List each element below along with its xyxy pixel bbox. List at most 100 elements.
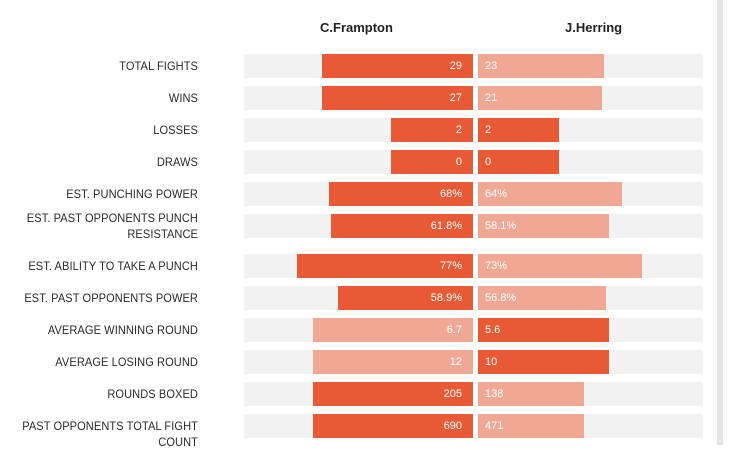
left-bar: 6.7 bbox=[313, 318, 473, 342]
left-bar: 29 bbox=[322, 54, 473, 78]
left-bar: 690 bbox=[313, 414, 473, 438]
right-bar-value: 5.6 bbox=[485, 324, 501, 336]
left-bar: 205 bbox=[313, 382, 473, 406]
right-bar-track: 138 bbox=[478, 382, 703, 406]
left-bar-track: 12 bbox=[244, 350, 473, 374]
right-bar-track: 10 bbox=[478, 350, 703, 374]
right-bar: 23 bbox=[478, 54, 604, 78]
stat-label: PAST OPPONENTS TOTAL FIGHT COUNT bbox=[0, 418, 198, 450]
stat-row: TOTAL FIGHTS 29 23 bbox=[0, 54, 720, 78]
stat-row: LOSSES 2 2 bbox=[0, 118, 720, 142]
right-bar-track: 21 bbox=[478, 86, 703, 110]
stat-label: WINS bbox=[0, 90, 198, 106]
left-bar-value: 61.8% bbox=[430, 220, 462, 232]
left-bar-value: 58.9% bbox=[430, 292, 462, 304]
right-bar-track: 471 bbox=[478, 414, 703, 438]
fighter-left-name: C.Frampton bbox=[320, 20, 393, 35]
right-bar: 10 bbox=[478, 350, 609, 374]
stat-label: ROUNDS BOXED bbox=[0, 386, 198, 402]
right-bar-value: 10 bbox=[485, 356, 498, 368]
left-bar-value: 2 bbox=[455, 124, 462, 136]
left-bar-value: 27 bbox=[449, 92, 462, 104]
right-bar-value: 21 bbox=[485, 92, 498, 104]
stat-label-line: AVERAGE LOSING ROUND bbox=[55, 355, 198, 369]
right-bar-value: 23 bbox=[485, 60, 498, 72]
stat-label: TOTAL FIGHTS bbox=[0, 58, 198, 74]
stat-label: EST. PAST OPPONENTS PUNCH RESISTANCE bbox=[0, 210, 198, 242]
stat-label: EST. PUNCHING POWER bbox=[0, 186, 198, 202]
stat-row: DRAWS 0 0 bbox=[0, 150, 720, 174]
left-bar-value: 77% bbox=[439, 260, 462, 272]
right-bar: 0 bbox=[478, 150, 559, 174]
stat-label: AVERAGE WINNING ROUND bbox=[0, 322, 198, 338]
left-bar-track: 27 bbox=[244, 86, 473, 110]
left-bar: 0 bbox=[391, 150, 473, 174]
stat-label-line: WINS bbox=[168, 91, 198, 105]
right-bar-value: 64% bbox=[485, 188, 508, 200]
stat-label-line: ROUNDS BOXED bbox=[107, 387, 198, 401]
left-bar-track: 77% bbox=[244, 254, 473, 278]
right-bar-value: 471 bbox=[485, 420, 504, 432]
stat-label-line: EST. PAST OPPONENTS POWER bbox=[24, 291, 199, 305]
stat-label-line: EST. PUNCHING POWER bbox=[66, 187, 199, 201]
left-bar: 77% bbox=[297, 254, 473, 278]
scrollbar[interactable] bbox=[717, 0, 723, 445]
left-bar: 27 bbox=[322, 86, 473, 110]
stat-label-line: AVERAGE WINNING ROUND bbox=[47, 323, 198, 337]
left-bar-track: 205 bbox=[244, 382, 473, 406]
stat-label: EST. ABILITY TO TAKE A PUNCH bbox=[0, 258, 198, 274]
right-bar: 73% bbox=[478, 254, 642, 278]
left-bar-track: 61.8% bbox=[244, 214, 473, 238]
right-bar-track: 23 bbox=[478, 54, 703, 78]
stat-row: PAST OPPONENTS TOTAL FIGHT COUNT 690 471 bbox=[0, 414, 720, 449]
right-bar: 138 bbox=[478, 382, 584, 406]
right-bar: 64% bbox=[478, 182, 622, 206]
right-bar-track: 64% bbox=[478, 182, 703, 206]
right-bar-value: 2 bbox=[485, 124, 492, 136]
stat-row: EST. ABILITY TO TAKE A PUNCH 77% 73% bbox=[0, 254, 720, 278]
right-bar: 2 bbox=[478, 118, 559, 142]
left-bar-value: 6.7 bbox=[446, 324, 462, 336]
stat-label-line: EST. PAST OPPONENTS PUNCH bbox=[26, 211, 198, 225]
stat-row: AVERAGE WINNING ROUND 6.7 5.6 bbox=[0, 318, 720, 342]
right-bar-value: 0 bbox=[485, 156, 492, 168]
stat-label: LOSSES bbox=[0, 122, 198, 138]
left-bar-value: 690 bbox=[443, 420, 462, 432]
left-bar-track: 29 bbox=[244, 54, 473, 78]
stat-row: EST. PAST OPPONENTS PUNCH RESISTANCE 61.8%… bbox=[0, 211, 720, 241]
right-bar: 471 bbox=[478, 414, 584, 438]
left-bar-track: 58.9% bbox=[244, 286, 473, 310]
stat-label-line: EST. ABILITY TO TAKE A PUNCH bbox=[28, 259, 199, 273]
right-bar-track: 5.6 bbox=[478, 318, 703, 342]
stat-label: DRAWS bbox=[0, 154, 198, 170]
right-bar: 56.8% bbox=[478, 286, 606, 310]
stat-label-line: DRAWS bbox=[156, 155, 198, 169]
right-bar-track: 0 bbox=[478, 150, 703, 174]
right-bar-track: 2 bbox=[478, 118, 703, 142]
right-bar: 21 bbox=[478, 86, 602, 110]
stat-row: EST. PUNCHING POWER 68% 64% bbox=[0, 182, 720, 206]
stat-row: EST. PAST OPPONENTS POWER 58.9% 56.8% bbox=[0, 286, 720, 310]
right-bar-track: 58.1% bbox=[478, 214, 703, 238]
stat-row: AVERAGE LOSING ROUND 12 10 bbox=[0, 350, 720, 374]
stat-label-line: TOTAL FIGHTS bbox=[119, 59, 198, 73]
stat-label-line: RESISTANCE bbox=[127, 227, 198, 241]
right-bar-value: 73% bbox=[485, 260, 508, 272]
right-bar: 58.1% bbox=[478, 214, 609, 238]
left-bar-track: 68% bbox=[244, 182, 473, 206]
left-bar-track: 690 bbox=[244, 414, 473, 438]
left-bar-value: 68% bbox=[439, 188, 462, 200]
stat-label: EST. PAST OPPONENTS POWER bbox=[0, 290, 198, 306]
right-bar-value: 58.1% bbox=[485, 220, 517, 232]
stat-label-line: PAST OPPONENTS TOTAL FIGHT COUNT bbox=[22, 419, 199, 449]
right-bar: 5.6 bbox=[478, 318, 609, 342]
left-bar-value: 205 bbox=[443, 388, 462, 400]
stat-row: WINS 27 21 bbox=[0, 86, 720, 110]
left-bar: 58.9% bbox=[338, 286, 473, 310]
left-bar: 68% bbox=[329, 182, 473, 206]
stat-row: ROUNDS BOXED 205 138 bbox=[0, 382, 720, 406]
left-bar: 2 bbox=[391, 118, 473, 142]
left-bar: 61.8% bbox=[331, 214, 473, 238]
right-bar-track: 56.8% bbox=[478, 286, 703, 310]
right-bar-value: 56.8% bbox=[485, 292, 517, 304]
